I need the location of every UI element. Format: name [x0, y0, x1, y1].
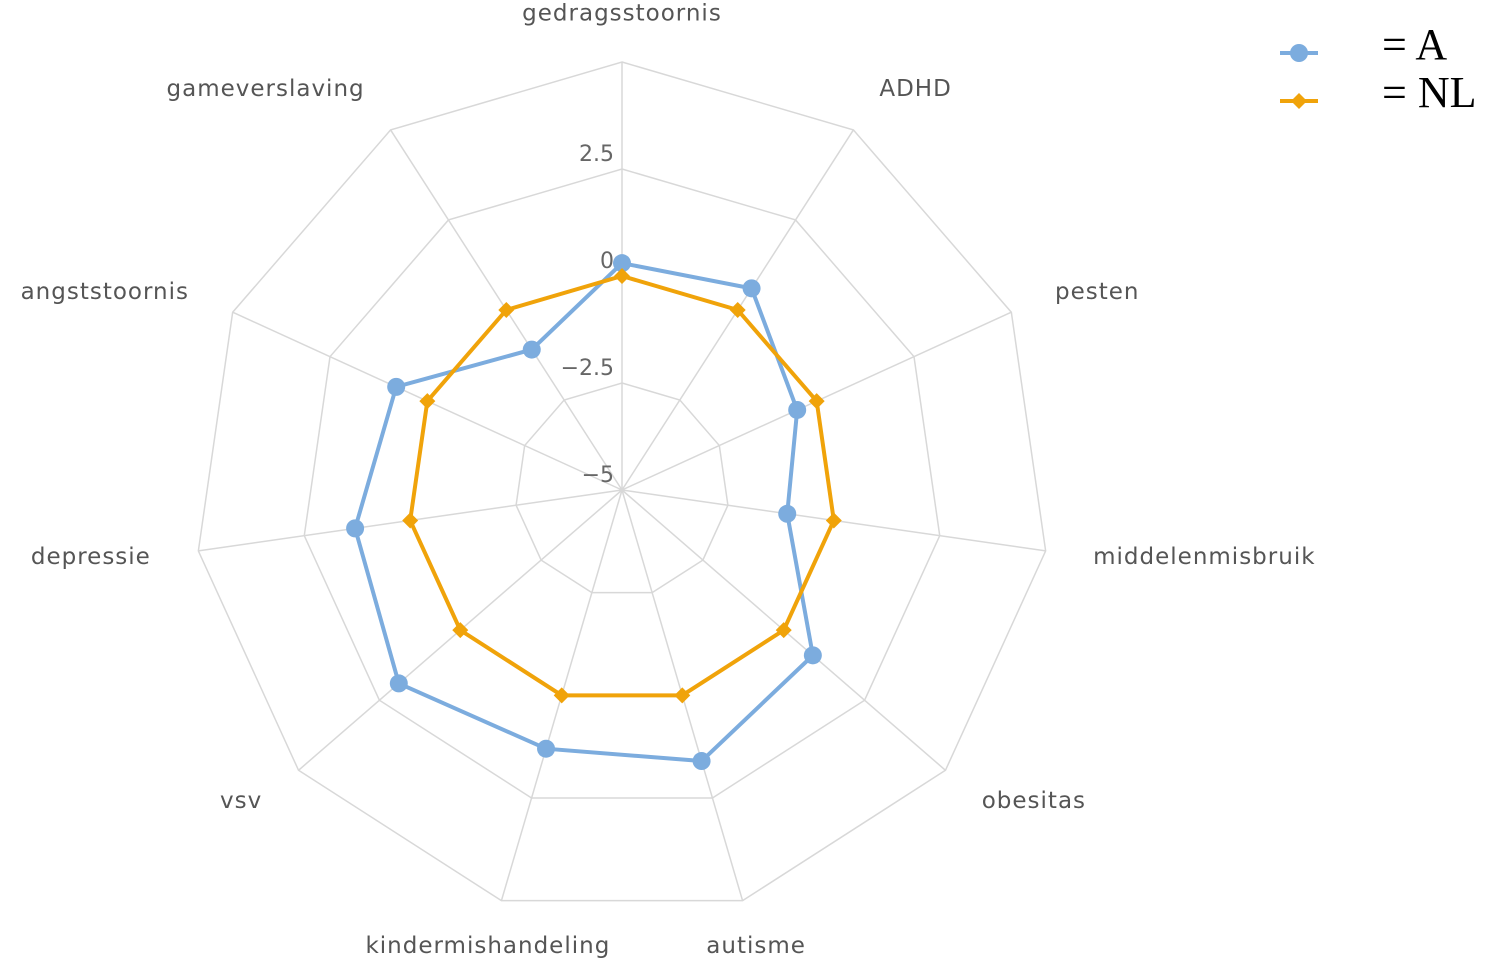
- axis-label: ADHD: [879, 76, 951, 102]
- axis-label: vsv: [220, 788, 262, 814]
- grid-ring: [303, 168, 941, 799]
- legend-label: = NL: [1382, 68, 1476, 117]
- axis-label: obesitas: [982, 788, 1086, 814]
- point: [808, 393, 825, 410]
- point: [346, 519, 365, 538]
- outer-ring: [197, 61, 1047, 902]
- axis-label: gameverslaving: [167, 76, 365, 102]
- point: [498, 301, 515, 318]
- series-line: [353, 260, 816, 764]
- point: [452, 622, 469, 639]
- point: [1291, 93, 1307, 109]
- tick-label: −5: [582, 463, 614, 488]
- point: [389, 674, 408, 693]
- axis-label: pesten: [1055, 279, 1139, 305]
- point: [387, 377, 406, 396]
- series: [346, 254, 822, 771]
- tick-label: 2.5: [579, 142, 614, 167]
- point: [419, 393, 436, 410]
- axis-label: angststoornis: [21, 279, 189, 305]
- point: [613, 254, 631, 273]
- tick-label: 0: [600, 249, 614, 274]
- axis-label: gedragsstoornis: [522, 1, 722, 27]
- point: [778, 504, 797, 523]
- point: [729, 301, 746, 318]
- axis-label: kindermishandeling: [365, 933, 610, 959]
- point: [522, 340, 541, 359]
- axis-label: middelenmisbruik: [1093, 544, 1315, 570]
- legend-label: = A: [1382, 20, 1447, 69]
- point: [775, 622, 792, 639]
- point: [788, 400, 807, 419]
- point: [537, 739, 556, 758]
- axis-label: autisme: [706, 933, 806, 959]
- point: [1290, 44, 1308, 62]
- series-line: [408, 273, 836, 698]
- axis-label: depressie: [31, 544, 151, 570]
- point: [692, 752, 711, 771]
- point: [742, 279, 761, 298]
- point: [402, 512, 419, 529]
- point: [614, 268, 630, 284]
- point: [825, 512, 842, 529]
- point: [553, 687, 570, 704]
- point: [803, 646, 822, 665]
- grid-ring: [515, 382, 729, 594]
- point: [674, 687, 691, 704]
- tick-label: −2.5: [561, 356, 614, 381]
- series: [402, 268, 842, 704]
